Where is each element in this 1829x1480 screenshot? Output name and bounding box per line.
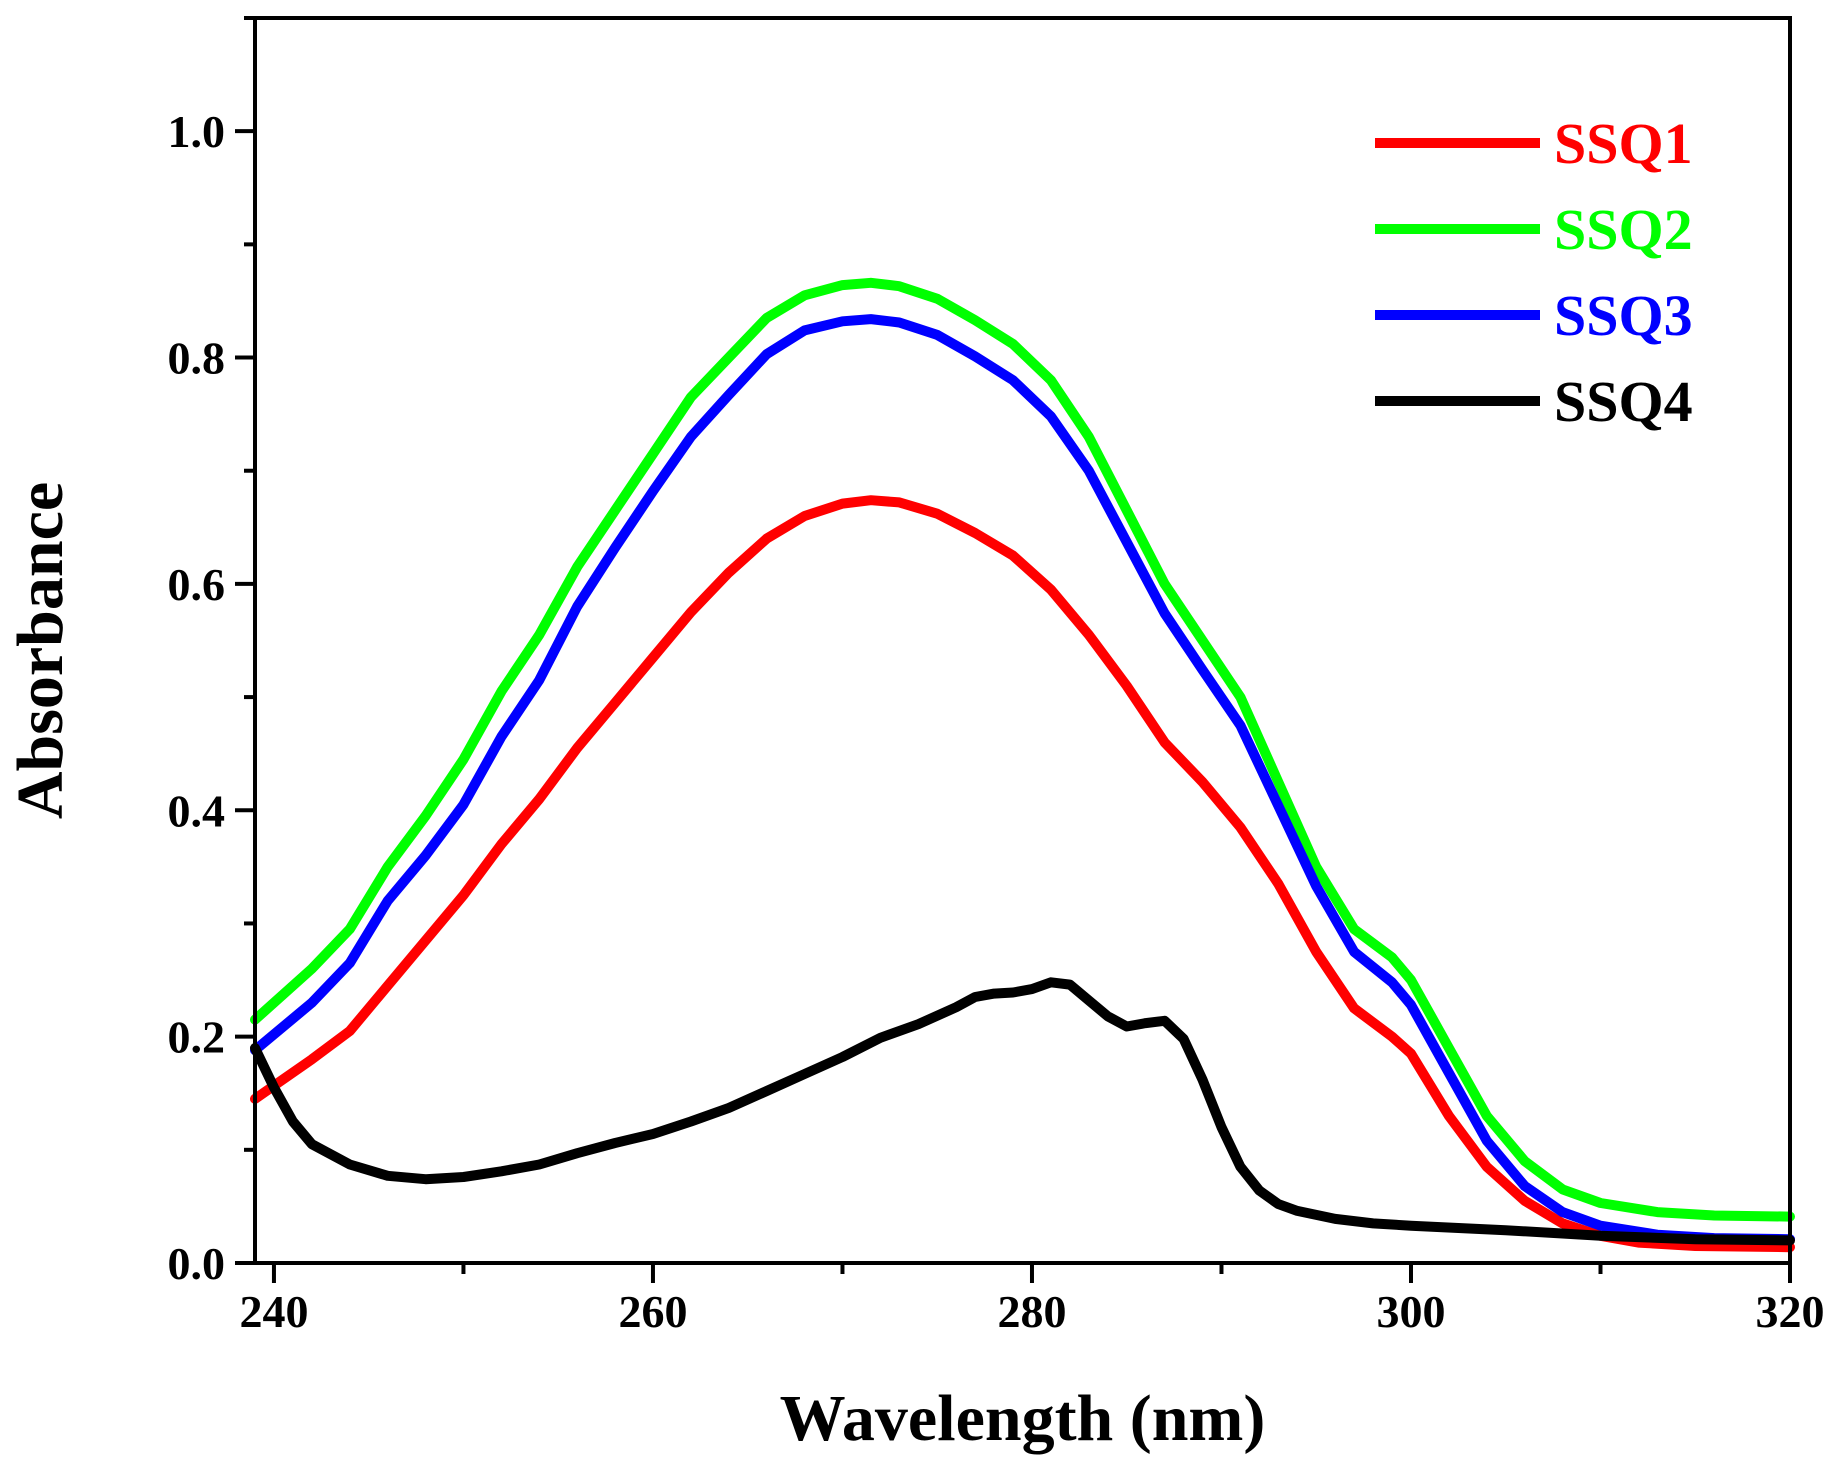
x-tick-label-280: 280 xyxy=(997,1286,1066,1337)
axes-layer: 240 260 280 300 320 0.0 0.2 0.4 0.6 0.8 1.0 xyxy=(168,16,1825,1337)
legend-label-ssq4: SSQ4 xyxy=(1554,369,1693,434)
plot-frame xyxy=(253,16,1792,1265)
y-tick-label-3: 0.6 xyxy=(168,559,226,610)
series-layer xyxy=(250,277,1795,1253)
legend-label-ssq3: SSQ3 xyxy=(1554,283,1693,348)
series-line-ssq3 xyxy=(250,314,1795,1245)
y-tick-label-4: 0.8 xyxy=(168,333,226,384)
legend: SSQ1 SSQ2 SSQ3 SSQ4 xyxy=(1375,111,1693,434)
x-tick-label-260: 260 xyxy=(618,1286,687,1337)
legend-label-ssq2: SSQ2 xyxy=(1554,197,1693,262)
x-axis-title: Wavelength (nm) xyxy=(780,1382,1266,1455)
y-tick-label-5: 1.0 xyxy=(168,106,226,157)
legend-label-ssq1: SSQ1 xyxy=(1554,111,1693,176)
y-axis-title: Absorbance xyxy=(4,482,77,819)
series-line-ssq4 xyxy=(250,977,1795,1246)
y-tick-label-1: 0.2 xyxy=(168,1012,226,1063)
x-tick-label-240: 240 xyxy=(239,1286,308,1337)
x-tick-label-300: 300 xyxy=(1376,1286,1445,1337)
series-line-ssq1 xyxy=(250,495,1795,1253)
x-tick-label-320: 320 xyxy=(1756,1286,1825,1337)
y-tick-label-2: 0.4 xyxy=(168,785,226,836)
y-tick-label-0: 0.0 xyxy=(168,1238,226,1289)
series-line-ssq2 xyxy=(250,277,1795,1222)
